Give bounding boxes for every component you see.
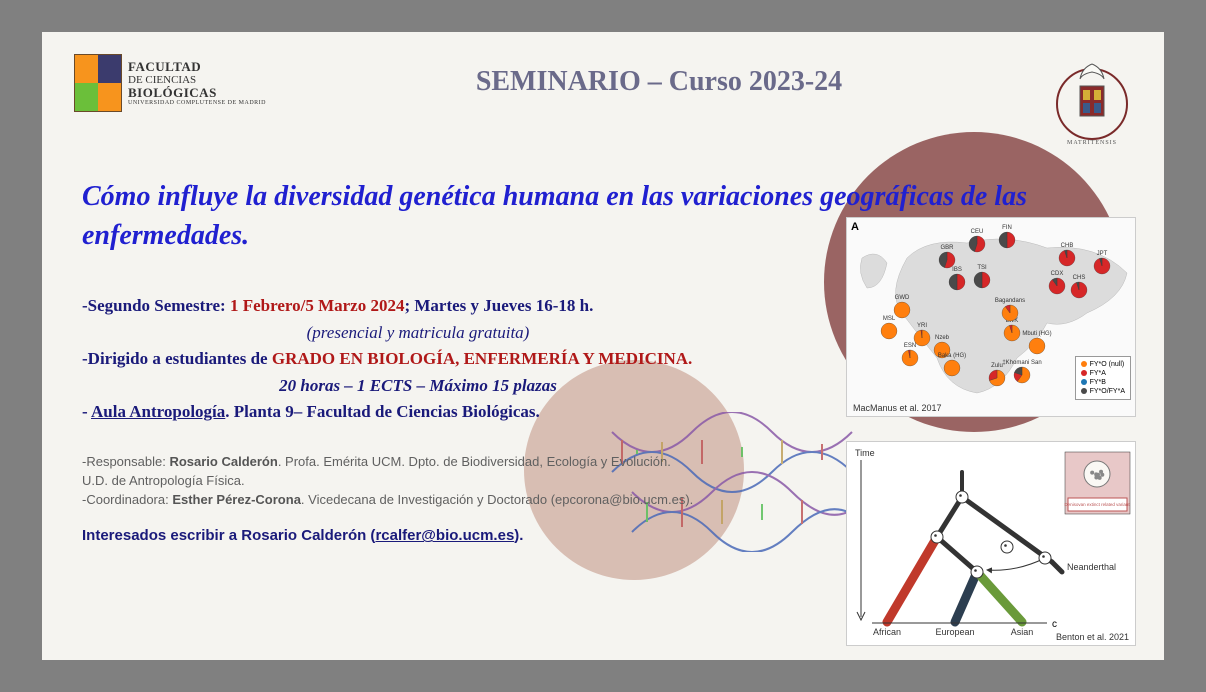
- logo-text-1: FACULTAD: [128, 60, 266, 74]
- seminar-credits: -Responsable: Rosario Calderón. Profa. E…: [74, 453, 754, 510]
- tree-caption: Benton et al. 2021: [1056, 632, 1129, 642]
- credit-coord-post: . Vicedecana de Investigación y Doctorad…: [301, 492, 693, 507]
- detail-semester-pre: -Segundo Semestre:: [82, 296, 230, 315]
- logo-ucm-seal: MATRITENSIS: [1052, 54, 1132, 149]
- detail-room: Aula Antropología: [91, 402, 225, 421]
- seminar-contact: Interesados escribir a Rosario Calderón …: [74, 527, 1132, 544]
- contact-pre: Interesados escribir a Rosario Calderón …: [82, 527, 375, 544]
- detail-schedule: ; Martes y Jueves 16-18 h.: [404, 296, 593, 315]
- credit-resp-name: Rosario Calderón: [169, 454, 277, 469]
- header-row: FACULTAD DE CIENCIAS BIOLÓGICAS UNIVERSI…: [74, 54, 1132, 149]
- detail-loc-post: . Planta 9– Facultad de Ciencias Biológi…: [225, 402, 540, 421]
- svg-text:African: African: [873, 627, 901, 637]
- svg-text:c: c: [1052, 619, 1057, 630]
- detail-dates: 1 Febrero/5 Marzo 2024: [230, 296, 405, 315]
- logo-subtext: UNIVERSIDAD COMPLUTENSE DE MADRID: [128, 100, 266, 106]
- credit-coord-name: Esther Pérez-Corona: [172, 492, 301, 507]
- credit-coord-pre: -Coordinadora:: [82, 492, 172, 507]
- detail-modality: (presencial y matricula gratuita): [82, 320, 754, 346]
- svg-text:Neanderthal: Neanderthal: [1067, 562, 1116, 572]
- detail-hours: 20 horas – 1 ECTS – Máximo 15 plazas: [82, 373, 754, 399]
- svg-text:Asian: Asian: [1011, 627, 1034, 637]
- contact-email: rcalfer@bio.ucm.es: [375, 527, 514, 544]
- seminar-poster: A CEUFINGBRIBSTSICHBJPTCHSCDXGWDMSLYRIES…: [42, 32, 1164, 660]
- logo-text-3: BIOLÓGICAS: [128, 86, 266, 100]
- credit-dept: U.D. de Antropología Física.: [82, 472, 754, 491]
- detail-loc-pre: -: [82, 402, 91, 421]
- seminar-details: -Segundo Semestre: 1 Febrero/5 Marzo 202…: [74, 293, 754, 425]
- detail-audience: GRADO EN BIOLOGÍA, ENFERMERÍA Y MEDICINA…: [272, 349, 692, 368]
- credit-resp-pre: -Responsable:: [82, 454, 169, 469]
- seminar-main-title: Cómo influye la diversidad genética huma…: [74, 177, 1132, 255]
- seminar-header-title: SEMINARIO – Curso 2023-24: [476, 66, 842, 98]
- svg-text:MATRITENSIS: MATRITENSIS: [1067, 140, 1117, 146]
- credit-resp-post: . Profa. Emérita UCM. Dpto. de Biodivers…: [278, 454, 671, 469]
- logo-faculty: FACULTAD DE CIENCIAS BIOLÓGICAS UNIVERSI…: [74, 54, 266, 112]
- svg-text:European: European: [935, 627, 974, 637]
- detail-audience-pre: -Dirigido a estudiantes de: [82, 349, 272, 368]
- contact-post: ).: [514, 527, 523, 544]
- logo-icon: [74, 54, 122, 112]
